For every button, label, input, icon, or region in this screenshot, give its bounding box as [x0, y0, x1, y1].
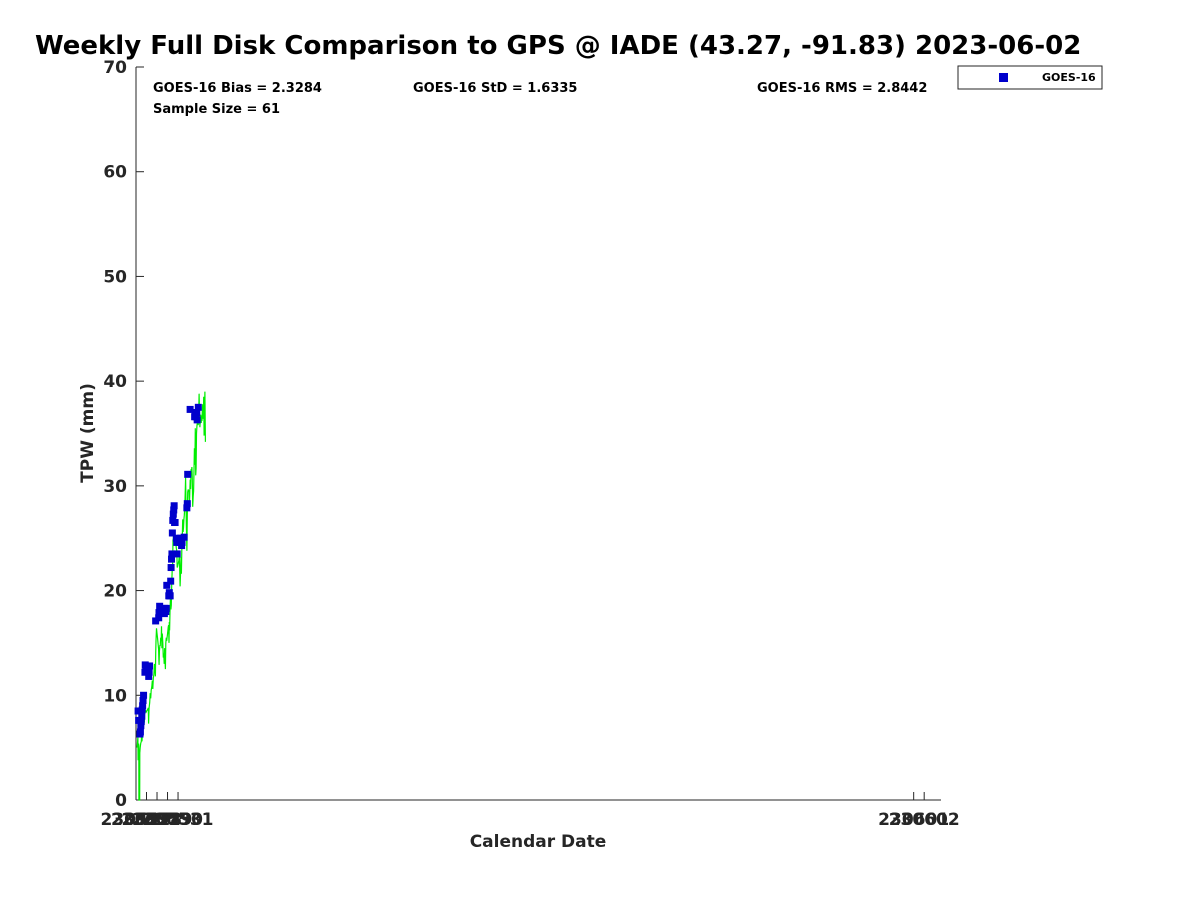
- goes-16-point: [168, 529, 176, 537]
- goes-16-point: [136, 728, 144, 736]
- goes-16-point: [166, 592, 174, 600]
- goes-16-point: [137, 722, 145, 730]
- goes-16-point: [145, 668, 153, 676]
- goes-16-point: [173, 550, 181, 558]
- y-tick-label: 30: [103, 477, 127, 497]
- goes-16-point: [138, 712, 146, 720]
- goes-16-point: [183, 500, 191, 508]
- y-tick-label: 60: [103, 163, 127, 183]
- plot-area: 0 10 20 30 40 50 60 70 230527230528230529230530…: [101, 58, 960, 830]
- goes-16-point: [137, 717, 145, 725]
- y-tick-label: 50: [103, 267, 127, 287]
- legend-box: [957, 65, 1103, 90]
- goes-16-point: [178, 538, 186, 546]
- legend: GOES-16: [957, 65, 1103, 90]
- goes-16-point: [193, 416, 201, 424]
- goes-16-point: [183, 504, 191, 512]
- goes-16-point: [156, 602, 164, 610]
- goes-16-point: [170, 506, 178, 514]
- y-tick-label: 70: [103, 58, 127, 78]
- x-tick-label: 230601: [878, 810, 949, 830]
- goes-16-point: [145, 672, 153, 680]
- goes-16-point: [141, 668, 149, 676]
- bias-stat: GOES-16 Bias = 2.3284: [153, 81, 322, 96]
- goes-16-point: [155, 614, 163, 622]
- goes-16-point: [138, 706, 146, 714]
- x-tick-label: 230527: [101, 810, 172, 830]
- sample-size-stat: Sample Size = 61: [153, 102, 280, 117]
- goes-16-point: [146, 662, 154, 670]
- goes-16-point: [139, 702, 147, 710]
- x-tick-label: 230531: [143, 810, 214, 830]
- goes-16-point: [168, 550, 176, 558]
- y-axis-label: TPW (mm): [78, 383, 98, 483]
- y-tick-label: 20: [103, 582, 127, 602]
- x-tick-label: 230530: [132, 810, 203, 830]
- rms-stat: GOES-16 RMS = 2.8442: [757, 81, 927, 96]
- chart-title: Weekly Full Disk Comparison to GPS @ IAD…: [35, 31, 1081, 61]
- goes-16-point: [169, 510, 177, 518]
- x-tick-label: 230529: [122, 810, 193, 830]
- goes-16-point: [142, 663, 150, 671]
- y-tick-label: 0: [115, 791, 127, 811]
- goes-16-point: [140, 691, 148, 699]
- goes-16-point: [180, 533, 188, 541]
- goes-16-point: [134, 707, 142, 715]
- goes-16-point: [163, 581, 171, 589]
- x-axis-label: Calendar Date: [470, 832, 607, 852]
- goes-16-point: [171, 519, 179, 527]
- goes-16-point: [193, 409, 201, 417]
- goes-16-point: [194, 403, 202, 411]
- goes-16-point: [139, 697, 147, 705]
- y-tick-label: 10: [103, 686, 127, 706]
- goes-16-point: [172, 534, 180, 542]
- y-ticks: 0 10 20 30 40 50 60 70: [103, 58, 144, 811]
- goes-16-point: [167, 564, 175, 572]
- legend-marker-goes-16: [999, 73, 1008, 82]
- goes-16-point: [184, 470, 192, 478]
- goes-16-point: [155, 609, 163, 617]
- goes-16-point: [162, 604, 170, 612]
- goes-16-point: [186, 405, 194, 413]
- x-tick-label: 230602: [889, 810, 960, 830]
- std-stat: GOES-16 StD = 1.6335: [413, 81, 577, 96]
- y-tick-label: 40: [103, 372, 127, 392]
- goes-16-point: [167, 577, 175, 585]
- goes-series: [134, 403, 202, 738]
- goes-16-point: [168, 555, 176, 563]
- x-tick-label: 230528: [111, 810, 182, 830]
- goes-16-point: [170, 502, 178, 510]
- legend-label-goes-16: GOES-16: [1042, 71, 1096, 84]
